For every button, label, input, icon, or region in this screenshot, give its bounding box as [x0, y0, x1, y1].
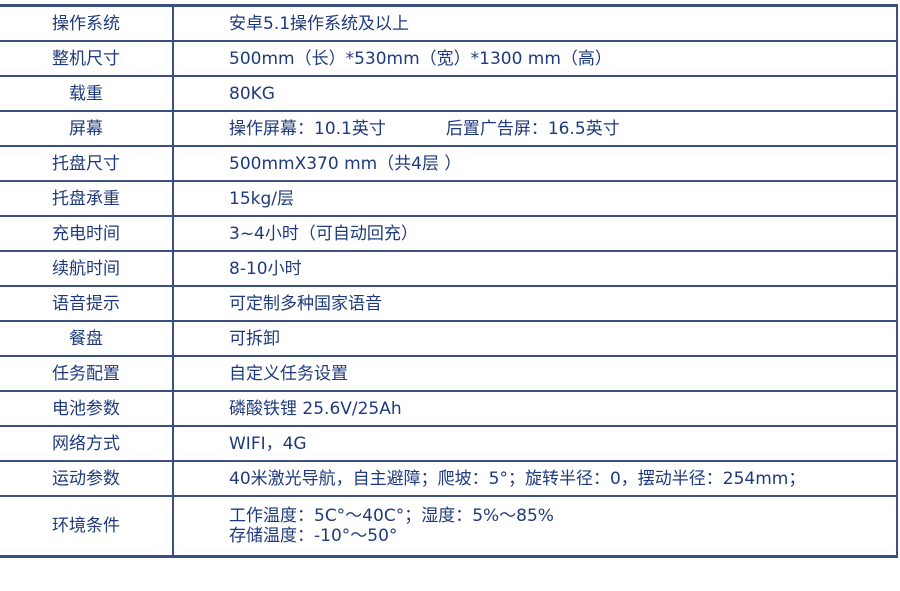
spec-value-cell: 8-10小时	[172, 250, 898, 287]
spec-label: 网络方式	[0, 425, 174, 462]
spec-value: 3~4小时（可自动回充）	[229, 223, 418, 244]
spec-label: 托盘尺寸	[0, 145, 174, 182]
spec-value-cell: 15kg/层	[172, 180, 898, 217]
spec-table: 操作系统 安卓5.1操作系统及以上整机尺寸 500mm（长）*530mm（宽）*13…	[0, 4, 898, 558]
spec-value: 40米激光导航，自主避障；爬坡：5°；旋转半径：0，摆动半径：254mm；	[229, 468, 806, 489]
spec-label: 餐盘	[0, 320, 174, 357]
spec-label: 托盘承重	[0, 180, 174, 217]
table-row: 整机尺寸 500mm（长）*530mm（宽）*1300 mm（高）	[0, 40, 898, 77]
spec-value-cell: 80KG	[172, 75, 898, 112]
spec-value: 操作屏幕：10.1英寸	[229, 118, 386, 139]
spec-value-cell: 自定义任务设置	[172, 355, 898, 392]
table-row: 环境条件 工作温度：5C°～40C°；湿度：5%～85% 存储温度：-10°～50°	[0, 495, 898, 558]
spec-label: 续航时间	[0, 250, 174, 287]
table-row: 餐盘 可拆卸	[0, 320, 898, 357]
table-row: 屏幕 操作屏幕：10.1英寸 后置广告屏：16.5英寸	[0, 110, 898, 147]
spec-value-secondary: 存储温度：-10°～50°	[229, 526, 398, 546]
spec-label: 操作系统	[0, 4, 174, 42]
spec-label: 载重	[0, 75, 174, 112]
spec-value-cell: 500mm（长）*530mm（宽）*1300 mm（高）	[172, 40, 898, 77]
spec-value-secondary: 后置广告屏：16.5英寸	[445, 118, 620, 139]
table-row: 网络方式 WIFI，4G	[0, 425, 898, 462]
table-row: 托盘尺寸 500mmX370 mm（共4层 ）	[0, 145, 898, 182]
spec-value: 磷酸铁锂 25.6V/25Ah	[229, 398, 402, 419]
spec-value: 可定制多种国家语音	[229, 293, 382, 314]
table-row: 电池参数 磷酸铁锂 25.6V/25Ah	[0, 390, 898, 427]
table-row: 任务配置 自定义任务设置	[0, 355, 898, 392]
spec-value-cell: WIFI，4G	[172, 425, 898, 462]
spec-value-cell: 可拆卸	[172, 320, 898, 357]
spec-value-cell: 40米激光导航，自主避障；爬坡：5°；旋转半径：0，摆动半径：254mm；	[172, 460, 898, 497]
spec-value: 500mm（长）*530mm（宽）*1300 mm（高）	[229, 48, 612, 69]
spec-label: 语音提示	[0, 285, 174, 322]
spec-label: 屏幕	[0, 110, 174, 147]
table-row: 语音提示 可定制多种国家语音	[0, 285, 898, 322]
spec-label: 充电时间	[0, 215, 174, 252]
spec-value-cell: 工作温度：5C°～40C°；湿度：5%～85% 存储温度：-10°～50°	[172, 495, 898, 558]
spec-value: 8-10小时	[229, 258, 302, 279]
spec-value: 安卓5.1操作系统及以上	[229, 13, 410, 34]
spec-value-cell: 可定制多种国家语音	[172, 285, 898, 322]
spec-label: 任务配置	[0, 355, 174, 392]
spec-value-cell: 500mmX370 mm（共4层 ）	[172, 145, 898, 182]
spec-value: 80KG	[229, 83, 275, 104]
spec-label: 运动参数	[0, 460, 174, 497]
spec-value-cell: 安卓5.1操作系统及以上	[172, 4, 898, 42]
table-row: 载重 80KG	[0, 75, 898, 112]
spec-value-cell: 磷酸铁锂 25.6V/25Ah	[172, 390, 898, 427]
spec-value-cell: 3~4小时（可自动回充）	[172, 215, 898, 252]
table-row: 运动参数 40米激光导航，自主避障；爬坡：5°；旋转半径：0，摆动半径：254mm…	[0, 460, 898, 497]
spec-label: 环境条件	[0, 495, 174, 558]
table-row: 充电时间 3~4小时（可自动回充）	[0, 215, 898, 252]
spec-label: 整机尺寸	[0, 40, 174, 77]
spec-value: 工作温度：5C°～40C°；湿度：5%～85%	[229, 506, 554, 526]
spec-label: 电池参数	[0, 390, 174, 427]
spec-value-cell: 操作屏幕：10.1英寸 后置广告屏：16.5英寸	[172, 110, 898, 147]
spec-value: 500mmX370 mm（共4层 ）	[229, 153, 462, 174]
spec-value: 自定义任务设置	[229, 363, 348, 384]
spec-value: 可拆卸	[229, 328, 280, 349]
table-row: 托盘承重 15kg/层	[0, 180, 898, 217]
table-row: 操作系统 安卓5.1操作系统及以上	[0, 4, 898, 42]
spec-value: WIFI，4G	[229, 433, 307, 454]
table-row: 续航时间 8-10小时	[0, 250, 898, 287]
spec-value: 15kg/层	[229, 188, 294, 209]
